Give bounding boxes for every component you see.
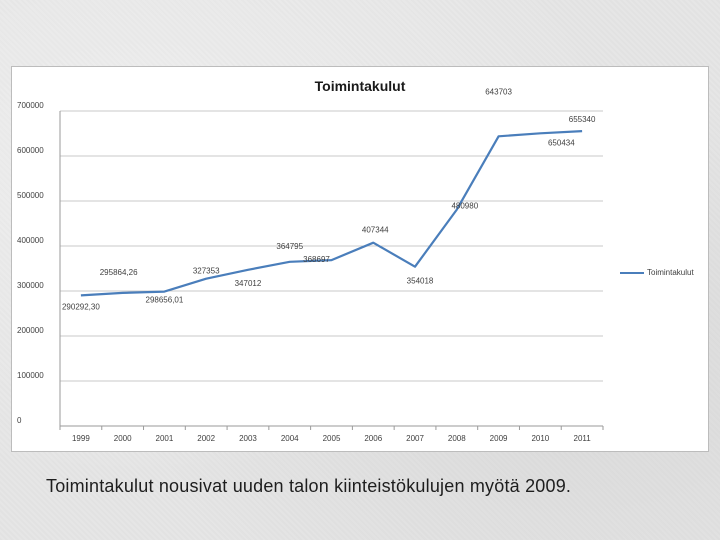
x-tick-label: 2010 [531,434,549,443]
data-label: 327353 [193,267,220,276]
y-tick-label: 600000 [17,146,44,155]
series-line [80,130,583,297]
y-tick-label: 200000 [17,326,44,335]
y-tick-label: 500000 [17,191,44,200]
y-tick-label: 0 [17,416,22,425]
data-label: 480980 [451,202,478,211]
x-tick-label: 2007 [406,434,424,443]
y-tick-label: 400000 [17,236,44,245]
legend-label: Toimintakulut [647,268,694,277]
legend: Toimintakulut [620,268,694,277]
chart-frame: 0 100000 200000 300000 400000 500000 600000 700… [11,66,709,452]
data-label: 354018 [407,277,434,286]
data-label: 643703 [485,87,512,96]
x-tick-label: 2004 [281,434,299,443]
x-tick-label: 2006 [364,434,382,443]
data-label: 650434 [548,138,575,147]
data-label: 368697 [303,255,330,264]
x-tick-label: 2008 [448,434,466,443]
x-tick-label: 2001 [156,434,174,443]
x-tick-label: 2000 [114,434,132,443]
y-tick-label: 100000 [17,371,44,380]
x-tick-label: 2005 [323,434,341,443]
data-label: 295864,26 [100,268,138,277]
x-tick-label: 1999 [72,434,90,443]
data-label: 407344 [362,226,389,235]
slide-caption: Toimintakulut nousivat uuden talon kiint… [46,476,572,496]
data-label: 655340 [569,115,596,124]
x-tick-label: 2011 [574,434,592,443]
chart-plot: 0 100000 200000 300000 400000 500000 600000 700… [17,87,604,443]
data-label: 364795 [276,242,303,251]
x-tick-label: 2009 [490,434,508,443]
data-label: 290292,30 [62,302,100,311]
data-label: 347012 [235,279,262,288]
chart-title: Toimintakulut [314,78,406,94]
y-tick-label: 300000 [17,281,44,290]
x-tick-label: 2003 [239,434,257,443]
x-tick-label: 2002 [197,434,215,443]
legend-swatch [620,271,644,274]
data-label: 298656,01 [146,296,184,305]
y-tick-label: 700000 [17,101,44,110]
